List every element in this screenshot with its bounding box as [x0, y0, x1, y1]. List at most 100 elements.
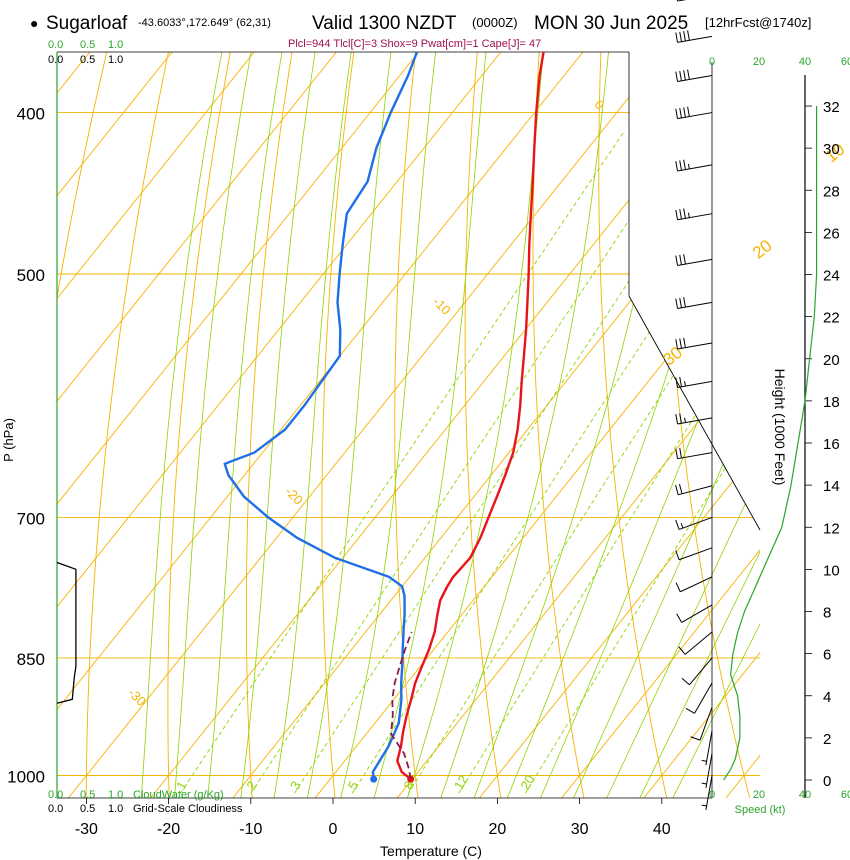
wind-barb: [690, 707, 713, 741]
wind-barb-flag: [679, 338, 682, 349]
wind-barb: [675, 483, 713, 496]
moist-adiabat-line: [205, 52, 342, 798]
wind-barb-flag: [675, 339, 679, 350]
cloudiness-tick-bottom: 0.0: [48, 803, 63, 815]
moist-adiabat-line: [172, 52, 315, 798]
wind-barb-flag: [679, 209, 682, 220]
wind-barb-staff: [705, 775, 713, 811]
mixing-ratio-label: 20: [517, 772, 537, 792]
wind-barb-flag: [676, 613, 683, 623]
mixing-ratio-line: [351, 130, 760, 794]
wind-barb-half-flag: [684, 417, 686, 423]
mixing-ratio-label: 3: [287, 778, 304, 792]
x-tick-label: 30: [571, 821, 589, 838]
moist-adiabat-line: [271, 52, 404, 798]
speed-tick-top: 0: [709, 56, 715, 68]
mixing-ratio-line: [294, 130, 729, 794]
wind-barb-flag: [679, 70, 682, 81]
wind-barb: [675, 576, 713, 593]
wind-barb: [675, 106, 713, 120]
cloudwater-axis-label: CloudWater (g/Kg): [133, 789, 224, 801]
wind-barb-staff: [677, 213, 713, 221]
wind-barb-flag: [679, 297, 682, 308]
wind-barb: [701, 730, 713, 766]
wind-barb-flag: [683, 107, 686, 118]
wind-barb-staff: [677, 301, 713, 309]
wind-barb-flag: [675, 161, 679, 172]
cloudwater-tick-bottom: 0.0: [48, 789, 63, 801]
moist-adiabat-line: [238, 52, 372, 798]
cloudwater-tick-top: 0.5: [80, 39, 95, 51]
moist-adiabat-line: [403, 52, 578, 798]
wind-barb-flag: [679, 448, 682, 459]
height-tick-label: 10: [823, 562, 840, 579]
wind-barb-staff: [684, 631, 713, 655]
surface-temperature-point: [407, 775, 415, 783]
height-tick-label: 28: [823, 183, 840, 200]
wind-barb: [675, 413, 713, 425]
wind-barb-flag: [679, 108, 682, 119]
wind-barb-flag: [679, 254, 682, 265]
height-tick-label: 18: [823, 394, 840, 411]
mixing-ratio-line: [179, 130, 626, 794]
wind-barb-flag: [676, 0, 679, 2]
wind-barb: [701, 775, 713, 811]
moist-adiabat-label: 20: [749, 236, 776, 263]
mixing-ratio-line: [407, 130, 760, 794]
station-name: Sugarloaf: [46, 13, 128, 34]
wind-barb-staff: [694, 682, 713, 714]
wind-barb-flag: [675, 377, 679, 388]
isotherm-line: [57, 52, 760, 798]
isotherm-line: [468, 52, 760, 798]
wind-barb-flag: [683, 208, 686, 219]
wind-barb-staff: [678, 516, 713, 530]
dewpoint-trace: [223, 52, 419, 780]
isotherm-line: [57, 52, 584, 798]
wind-barb-flag: [683, 254, 686, 265]
isotherm-line: [57, 52, 338, 798]
pressure-tick-label: 400: [17, 105, 45, 124]
sounding-traces: [223, 52, 545, 783]
height-tick-label: 32: [823, 99, 840, 116]
isotherm-line: [57, 52, 667, 798]
wind-barb: [685, 682, 713, 714]
zulu-time: (0000Z): [472, 15, 518, 30]
wind-barb-flag: [681, 677, 690, 686]
stability-indices: Plcl=944 Tlcl[C]=3 Shox=9 Pwat[cm]=1 Cap…: [288, 38, 541, 50]
wind-barb-flag: [679, 376, 682, 387]
wind-barb: [676, 0, 687, 2]
cloudwater-tick-bottom: 0.5: [80, 789, 95, 801]
wind-barb: [701, 753, 713, 789]
pressure-tick-label: 500: [17, 266, 45, 285]
isotherm-label: -30: [125, 685, 149, 709]
wind-barb-half-flag: [680, 523, 684, 529]
wind-barb: [676, 604, 713, 623]
wind-barb: [675, 297, 713, 309]
isotherm-line: [551, 52, 760, 798]
wind-barb: [675, 448, 713, 460]
wind-barb-half-flag: [684, 381, 686, 387]
wind-barb-flag: [675, 209, 679, 220]
cloudiness-tick-top: 0.5: [80, 54, 95, 66]
moist-adiabat-line: [370, 52, 525, 798]
wind-barb-flag: [683, 159, 686, 170]
wind-barb-flag: [675, 485, 679, 495]
wind-barb-staff: [689, 657, 713, 686]
plot-frame-diagonal: [628, 295, 761, 531]
cloudwater-tick-top: 1.0: [108, 39, 123, 51]
wind-barb-flag: [675, 414, 679, 425]
cloudiness-tick-top: 0.0: [48, 54, 63, 66]
wind-barb: [681, 657, 713, 686]
wind-barb-flag: [675, 519, 680, 530]
height-tick-label: 22: [823, 310, 840, 327]
speed-tick-bottom: 0: [709, 789, 715, 801]
cloudiness-tick-bottom: 1.0: [108, 803, 123, 815]
wind-barb-flag: [675, 550, 680, 560]
moist-adiabat-line: [666, 52, 760, 798]
speed-tick-top: 20: [753, 56, 765, 68]
wind-barb-flag: [687, 69, 690, 80]
wind-barb-half-flag: [687, 212, 690, 218]
wind-barb: [675, 30, 713, 43]
wind-barb: [675, 376, 713, 388]
